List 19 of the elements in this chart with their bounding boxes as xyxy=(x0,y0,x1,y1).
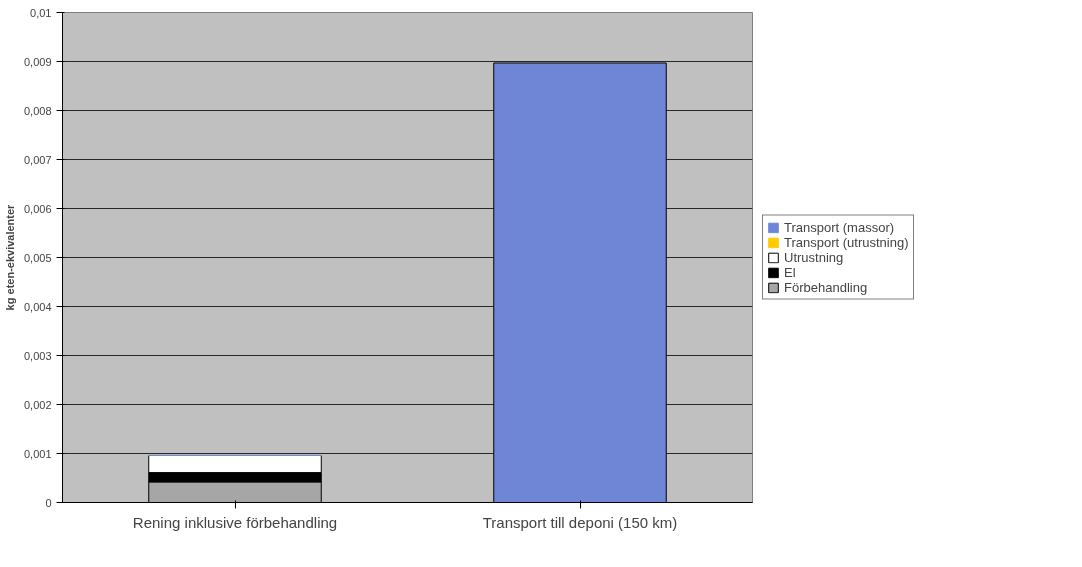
legend-label: Förbehandling xyxy=(784,279,868,295)
y-tick-label: 0,006 xyxy=(23,202,52,215)
y-tick-label: 0,001 xyxy=(23,447,52,460)
legend-label: El xyxy=(784,264,796,280)
x-tick-label: Rening inklusive förbehandling xyxy=(132,513,338,531)
y-tick-label: 0,004 xyxy=(23,300,52,313)
y-tick-label: 0,008 xyxy=(23,104,52,117)
x-tick-label: Transport till deponi (150 km) xyxy=(482,513,678,531)
y-axis-title: kg eten-ekvivalenter xyxy=(3,203,16,311)
legend-label: Transport (massor) xyxy=(784,219,895,235)
y-tick-label: 0,003 xyxy=(23,349,52,362)
y-tick-label: 0 xyxy=(45,496,52,509)
y-tick-label: 0,002 xyxy=(23,398,52,411)
legend-label: Transport (utrustning) xyxy=(784,234,909,250)
y-tick-label: 0,009 xyxy=(23,55,52,68)
y-tick-label: 0,005 xyxy=(23,251,52,264)
legend-label: Utrustning xyxy=(784,249,844,265)
y-tick-label: 0,01 xyxy=(30,6,52,19)
y-tick-label: 0,007 xyxy=(23,153,52,166)
